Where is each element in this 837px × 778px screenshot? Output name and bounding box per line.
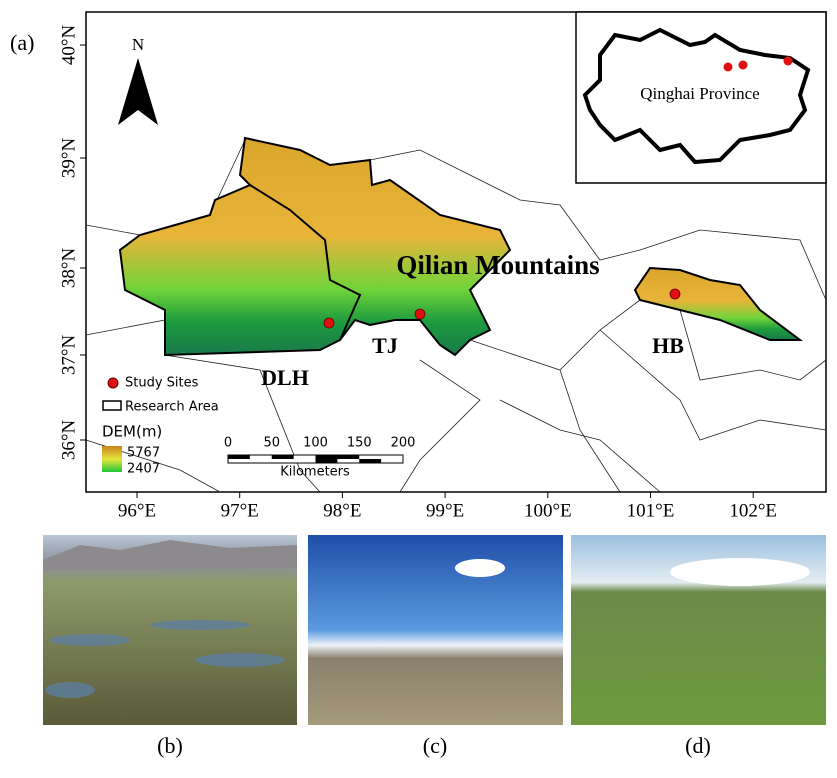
lon-label: 97°E: [221, 500, 259, 521]
qinghai-outline: [582, 27, 811, 165]
lon-label: 102°E: [729, 500, 777, 521]
scale-seg: [315, 455, 360, 459]
north-label: N: [132, 35, 144, 54]
lat-label: 36°N: [58, 420, 79, 461]
photo-caption: (c): [423, 733, 447, 758]
inset-sites: [723, 56, 793, 72]
lon-label: 100°E: [524, 500, 572, 521]
scale-tick: 150: [347, 436, 372, 451]
scale-tick: 50: [263, 436, 280, 451]
lon-label: 98°E: [323, 500, 361, 521]
scale-tick: 200: [391, 436, 416, 451]
scale-tick: 0: [224, 436, 232, 451]
inset-frame: [575, 11, 827, 184]
photo-water: [45, 620, 285, 698]
lon-label: 101°E: [627, 500, 675, 521]
photo-c: [308, 535, 563, 725]
panel-label: (a): [10, 30, 34, 55]
legend-site-icon: [107, 377, 119, 389]
scale-seg: [315, 459, 338, 463]
region-label: DLH: [261, 365, 309, 390]
scale-seg: [271, 455, 294, 459]
photo-caption: (d): [685, 733, 711, 758]
legend-area: Research Area: [125, 400, 219, 415]
lat-label: 37°N: [58, 335, 79, 376]
study-sites: [323, 288, 681, 329]
research-area: [633, 266, 803, 341]
region-label: TJ: [372, 333, 398, 358]
lon-label: 99°E: [426, 500, 464, 521]
inset-label: Qinghai Province: [640, 84, 759, 103]
legend-sites: Study Sites: [125, 376, 199, 391]
legend-dem: DEM(m): [102, 423, 162, 441]
dem-ramp: [102, 446, 122, 472]
dem-max: 5767: [127, 446, 160, 461]
scale-tick: 100: [303, 436, 328, 451]
scale-seg: [359, 459, 382, 463]
scale-seg: [228, 455, 250, 459]
research-area: [118, 136, 512, 357]
north-arrow: [118, 58, 158, 125]
photo-caption: (b): [157, 733, 183, 758]
lon-label: 96°E: [118, 500, 156, 521]
lat-label: 40°N: [58, 25, 79, 66]
map-title: Qilian Mountains: [396, 250, 599, 280]
lat-label: 38°N: [58, 248, 79, 289]
photo-cloud: [455, 559, 505, 577]
photo-mountains: [43, 540, 297, 570]
scale-unit: Kilometers: [280, 465, 350, 480]
region-label: HB: [652, 333, 684, 358]
dem-min: 2407: [127, 462, 160, 477]
lat-label: 39°N: [58, 138, 79, 179]
legend-area-icon: [102, 400, 122, 411]
photo-cloud: [670, 558, 810, 586]
region-border: [249, 184, 362, 341]
